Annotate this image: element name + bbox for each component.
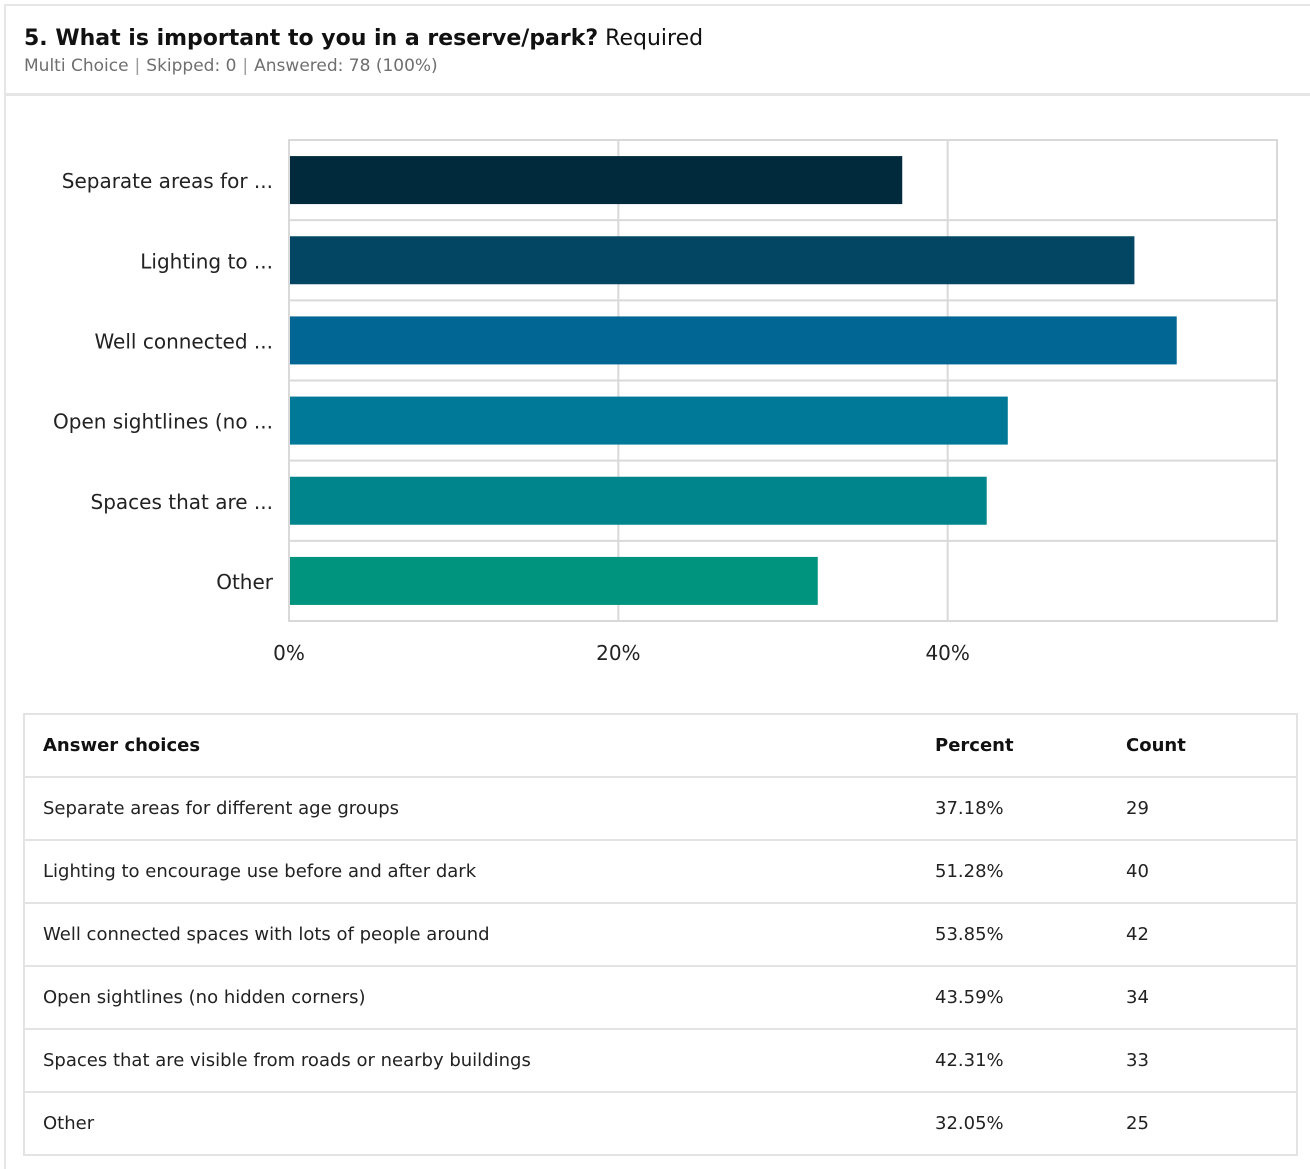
bar <box>290 396 1008 445</box>
table-row: Other 32.05% 25 <box>25 1092 1296 1154</box>
table-row: Lighting to encourage use before and aft… <box>25 840 1296 904</box>
answer-count: 33 <box>1108 1029 1296 1093</box>
header-answer-choices: Answer choices <box>25 715 917 778</box>
answers-table-container: Answer choices Percent Count Separate ar… <box>23 713 1298 1156</box>
question-text: 5. What is important to you in a reserve… <box>24 26 599 51</box>
y-category-label: Well connected ... <box>94 329 273 353</box>
answer-count: 42 <box>1108 903 1296 967</box>
header-percent: Percent <box>917 715 1108 778</box>
answer-choice: Open sightlines (no hidden corners) <box>25 966 917 1030</box>
table-row: Separate areas for different age groups … <box>25 777 1296 841</box>
table-row: Open sightlines (no hidden corners) 43.5… <box>25 966 1296 1030</box>
x-tick-label: 0% <box>273 641 305 665</box>
meta-separator: | <box>134 56 141 76</box>
y-category-label: Spaces that are ... <box>91 490 273 514</box>
bar <box>290 316 1177 365</box>
table-row: Spaces that are visible from roads or ne… <box>25 1029 1296 1093</box>
y-category-label: Lighting to ... <box>140 249 273 273</box>
bar <box>290 556 818 605</box>
bar-chart: 0% 20% 40% Separate areas for ... Lighting t… <box>53 139 1278 665</box>
answer-percent: 42.31% <box>917 1029 1108 1093</box>
answer-choice: Lighting to encourage use before and aft… <box>25 840 917 904</box>
question-meta: Multi Choice | Skipped: 0 | Answered: 78 (10… <box>24 56 438 76</box>
required-label: Required <box>605 26 704 51</box>
answer-count: 25 <box>1126 1113 1149 1134</box>
y-category-label: Other <box>216 570 274 594</box>
header-count: Count <box>1108 715 1296 778</box>
question-header: 5. What is important to you in a reserve… <box>6 6 1310 96</box>
answer-percent: 32.05% <box>935 1113 1004 1134</box>
answer-choice: Other <box>43 1113 95 1134</box>
x-tick-label: 40% <box>925 641 969 665</box>
answer-percent: 37.18% <box>917 777 1108 841</box>
answers-table: Answer choices Percent Count Separate ar… <box>25 715 1296 1154</box>
bar <box>290 156 903 205</box>
question-title: 5. What is important to you in a reserve… <box>24 26 703 51</box>
answer-percent: 53.85% <box>917 903 1108 967</box>
answer-count: 40 <box>1108 840 1296 904</box>
y-category-label: Separate areas for ... <box>62 169 273 193</box>
table-header-row: Answer choices Percent Count <box>25 715 1296 778</box>
table-row: Well connected spaces with lots of peopl… <box>25 903 1296 967</box>
y-category-label: Open sightlines (no ... <box>53 410 273 434</box>
answered-count: Answered: 78 (100%) <box>254 56 438 76</box>
answer-choice: Well connected spaces with lots of peopl… <box>25 903 917 967</box>
answer-percent: 43.59% <box>917 966 1108 1030</box>
answer-percent: 51.28% <box>917 840 1108 904</box>
bar <box>290 476 987 525</box>
question-type: Multi Choice <box>24 56 129 76</box>
skipped-count: Skipped: 0 <box>146 56 237 76</box>
x-tick-label: 20% <box>596 641 640 665</box>
answer-choice: Separate areas for different age groups <box>25 777 917 841</box>
bar <box>290 236 1135 285</box>
meta-separator: | <box>242 56 249 76</box>
answer-count: 29 <box>1108 777 1296 841</box>
answer-choice: Spaces that are visible from roads or ne… <box>25 1029 917 1093</box>
answer-count: 34 <box>1108 966 1296 1030</box>
